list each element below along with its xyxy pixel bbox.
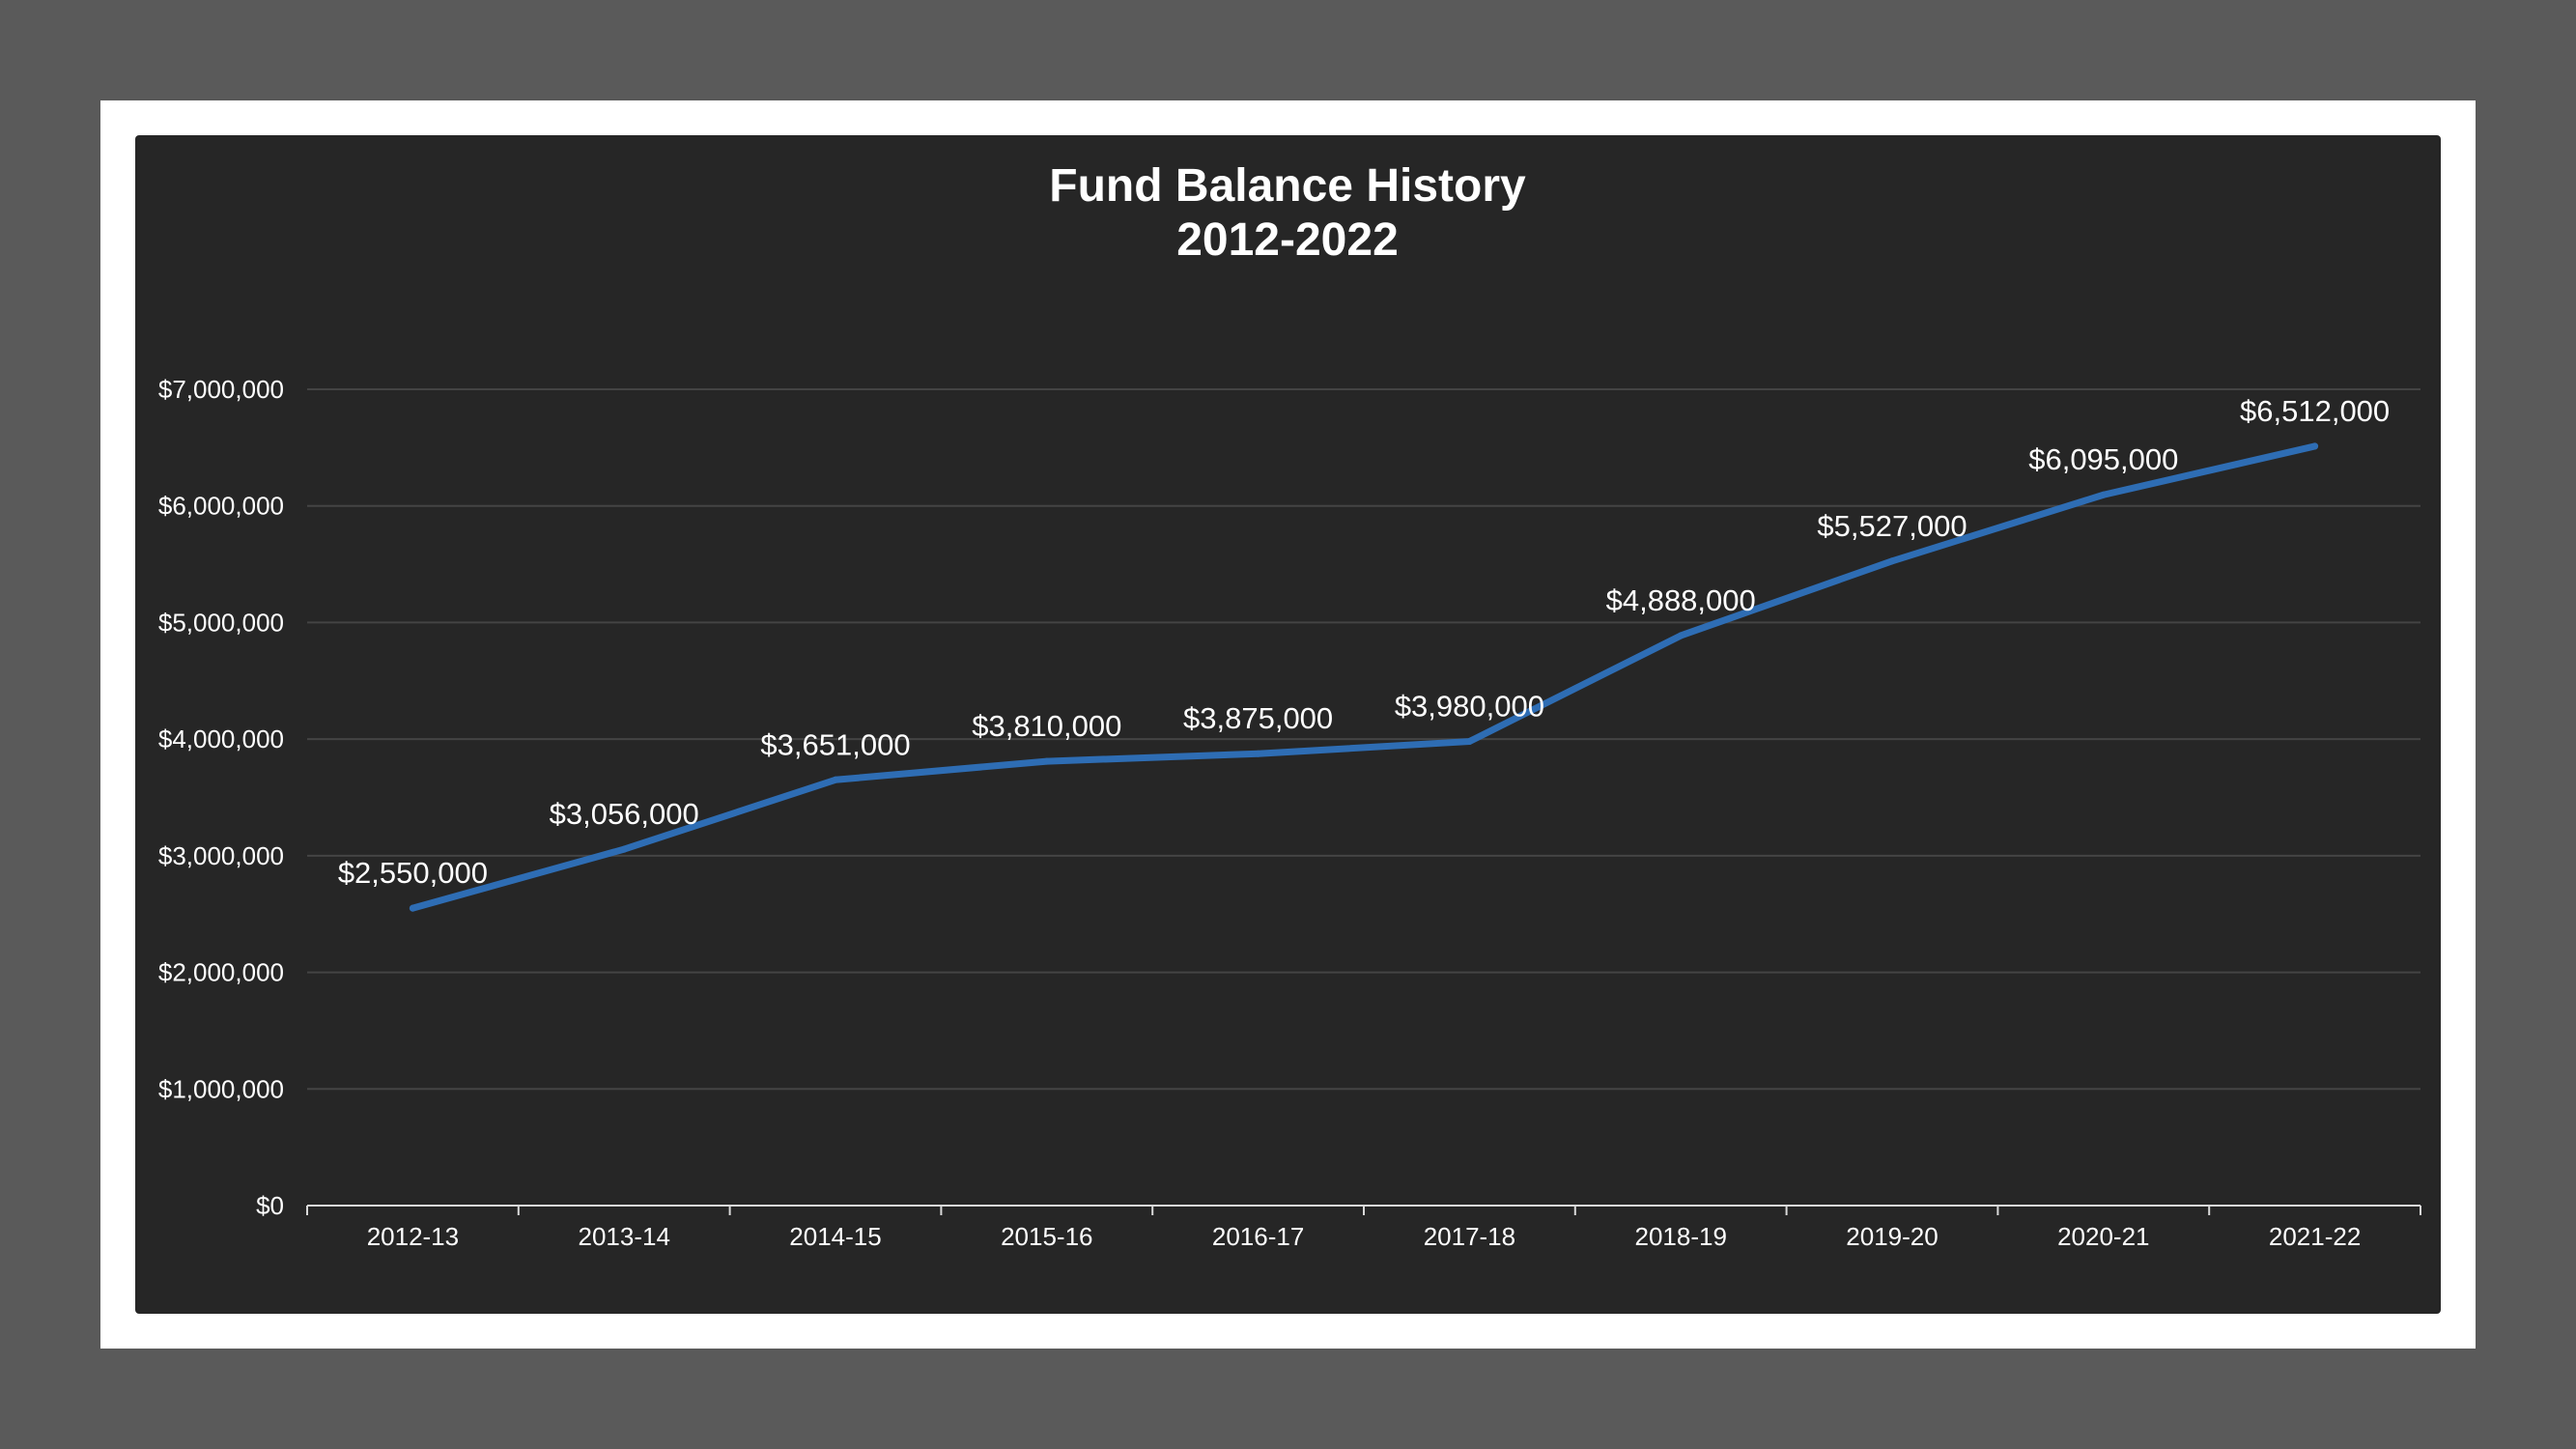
series-fund-balance xyxy=(409,442,2319,912)
data-point xyxy=(2100,491,2108,498)
data-point xyxy=(409,904,416,912)
y-tick-label: $3,000,000 xyxy=(158,841,284,870)
chart-area xyxy=(135,135,2441,1314)
x-tick-label: 2017-18 xyxy=(1424,1222,1515,1251)
data-point xyxy=(620,845,628,853)
data-point xyxy=(1888,557,1896,565)
series-line xyxy=(409,442,2319,912)
x-tick-label: 2015-16 xyxy=(1001,1222,1092,1251)
x-tick-label: 2014-15 xyxy=(789,1222,881,1251)
y-tick-label: $2,000,000 xyxy=(158,958,284,987)
y-tick-label: $5,000,000 xyxy=(158,608,284,637)
data-label: $3,875,000 xyxy=(1183,701,1333,735)
data-labels: $2,550,000 $3,056,000 $3,651,000 $3,810,000… xyxy=(338,394,2390,890)
data-label: $3,810,000 xyxy=(972,709,1121,743)
x-tick-label: 2018-19 xyxy=(1634,1222,1726,1251)
data-point xyxy=(2311,442,2319,450)
data-label: $5,527,000 xyxy=(1817,509,1967,543)
data-point xyxy=(1043,757,1051,765)
data-label: $3,980,000 xyxy=(1395,690,1544,724)
data-point xyxy=(832,776,839,783)
y-axis: $0 $1,000,000 $2,000,000 $3,000,000 $4,000,0… xyxy=(158,375,284,1220)
data-point xyxy=(1465,738,1473,746)
data-label: $6,512,000 xyxy=(2240,394,2390,428)
y-tick-label: $7,000,000 xyxy=(158,375,284,404)
y-tick-label: $4,000,000 xyxy=(158,724,284,753)
x-tick-label: 2012-13 xyxy=(367,1222,459,1251)
chart-subtitle: 2012-2022 xyxy=(1176,214,1399,266)
y-tick-label: $0 xyxy=(256,1191,284,1220)
data-point xyxy=(1677,632,1684,639)
x-tick-label: 2016-17 xyxy=(1212,1222,1304,1251)
data-label: $2,550,000 xyxy=(338,856,488,890)
y-tick-label: $1,000,000 xyxy=(158,1074,284,1103)
data-label: $4,888,000 xyxy=(1606,583,1756,617)
x-axis: 2012-13 2013-14 2014-15 2015-16 2016-17 2017-… xyxy=(306,1205,2421,1251)
x-tick-label: 2021-22 xyxy=(2269,1222,2361,1251)
y-tick-label: $6,000,000 xyxy=(158,492,284,521)
data-label: $3,651,000 xyxy=(760,727,910,761)
data-point xyxy=(1255,750,1262,757)
data-label: $3,056,000 xyxy=(550,797,699,831)
x-tick-label: 2020-21 xyxy=(2057,1222,2149,1251)
x-tick-label: 2013-14 xyxy=(578,1222,669,1251)
x-tick-label: 2019-20 xyxy=(1846,1222,1938,1251)
data-label: $6,095,000 xyxy=(2028,442,2178,476)
chart-title: Fund Balance History xyxy=(1049,160,1526,212)
